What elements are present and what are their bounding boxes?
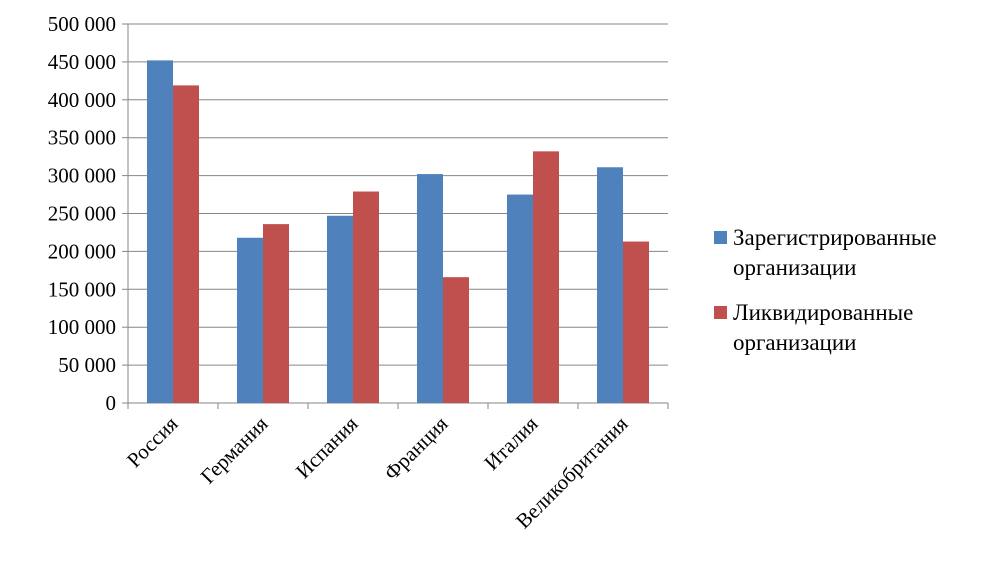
bar (507, 194, 533, 403)
x-tick-label: Франция (379, 411, 453, 485)
bars (147, 60, 649, 403)
y-tick-label: 200 000 (48, 239, 116, 263)
bar (147, 60, 173, 403)
y-tick-label: 400 000 (48, 88, 116, 112)
y-tick-label: 350 000 (48, 126, 116, 150)
bar (417, 174, 443, 403)
x-tick-label: Россия (122, 411, 183, 472)
legend-label: организации (733, 255, 856, 280)
y-tick-labels: 0 50 000 100 000 150 000 200 000 250 000 300 0… (48, 12, 116, 415)
x-tick-label: Германия (196, 411, 273, 488)
axes (122, 23, 669, 409)
y-tick-label: 50 000 (58, 353, 116, 377)
y-tick-label: 450 000 (48, 50, 116, 74)
legend-label: Ликвидированные (733, 300, 913, 325)
bar (263, 224, 289, 403)
bar (533, 151, 559, 403)
legend: Зарегистрированные организации Ликвидирова… (714, 225, 937, 355)
y-tick-label: 0 (106, 391, 117, 415)
y-tick-label: 500 000 (48, 12, 116, 36)
bar (173, 85, 199, 403)
bar (597, 167, 623, 403)
bar (443, 277, 469, 403)
x-tick-label: Испания (291, 411, 363, 483)
y-tick-label: 300 000 (48, 164, 116, 188)
bar (353, 191, 379, 403)
x-tick-label: Италия (479, 411, 543, 475)
bar (623, 241, 649, 403)
y-tick-label: 250 000 (48, 202, 116, 226)
legend-swatch (714, 306, 727, 319)
y-tick-label: 150 000 (48, 277, 116, 301)
y-tick-label: 100 000 (48, 315, 116, 339)
legend-label: Зарегистрированные (733, 225, 937, 250)
legend-swatch (714, 231, 727, 244)
bar (237, 237, 263, 403)
legend-label: организации (733, 330, 856, 355)
gridlines (128, 23, 668, 366)
x-tick-labels: Россия Германия Испания Франция ИталияВелико… (122, 411, 633, 533)
bar (327, 215, 353, 403)
